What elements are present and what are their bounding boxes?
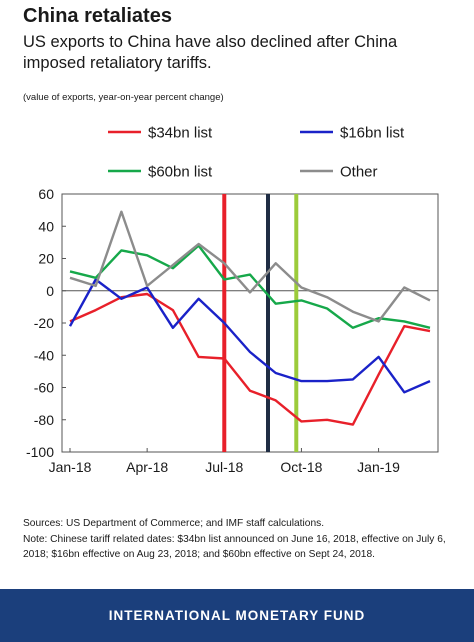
legend-label: $16bn list bbox=[340, 125, 405, 142]
x-tick-label: Apr-18 bbox=[126, 459, 168, 475]
legend-label: $34bn list bbox=[148, 125, 213, 142]
y-tick-label: -40 bbox=[34, 347, 54, 363]
x-tick-label: Jul-18 bbox=[205, 459, 243, 475]
y-tick-label: -80 bbox=[34, 412, 54, 428]
y-tick-label: -20 bbox=[34, 315, 54, 331]
plot-frame bbox=[61, 193, 439, 453]
series-line bbox=[69, 244, 431, 330]
series-line bbox=[69, 210, 431, 323]
series-line bbox=[68, 278, 431, 394]
chart-title: China retaliates bbox=[23, 5, 172, 27]
x-tick-label: Oct-18 bbox=[280, 459, 322, 475]
line-chart: $34bn list $16bn list $60bn list Other 60 40 2… bbox=[26, 125, 439, 475]
y-tick-label: -60 bbox=[34, 380, 54, 396]
chart-subtitle: US exports to China have also declined a… bbox=[23, 33, 398, 72]
imf-footer: INTERNATIONAL MONETARY FUND bbox=[0, 589, 474, 642]
y-tick-label: 40 bbox=[38, 218, 54, 234]
units-label: (value of exports, year-on-year percent … bbox=[23, 92, 224, 103]
y-tick-label: -100 bbox=[26, 444, 54, 460]
legend-label: Other bbox=[340, 164, 378, 181]
y-tick-label: 60 bbox=[38, 186, 54, 202]
sources-note: Sources: US Department of Commerce; and … bbox=[23, 516, 453, 563]
x-tick-label: Jan-19 bbox=[357, 459, 400, 475]
legend-label: $60bn list bbox=[148, 164, 213, 181]
y-tick-label: 20 bbox=[38, 251, 54, 267]
y-tick-label: 0 bbox=[46, 283, 54, 299]
footer-label: INTERNATIONAL MONETARY FUND bbox=[108, 608, 366, 623]
x-tick-label: Jan-18 bbox=[49, 459, 92, 475]
sources-text: Sources: US Department of Commerce; and … bbox=[23, 518, 325, 529]
tariff-note-text: Note: Chinese tariff related dates: $34b… bbox=[23, 533, 446, 561]
